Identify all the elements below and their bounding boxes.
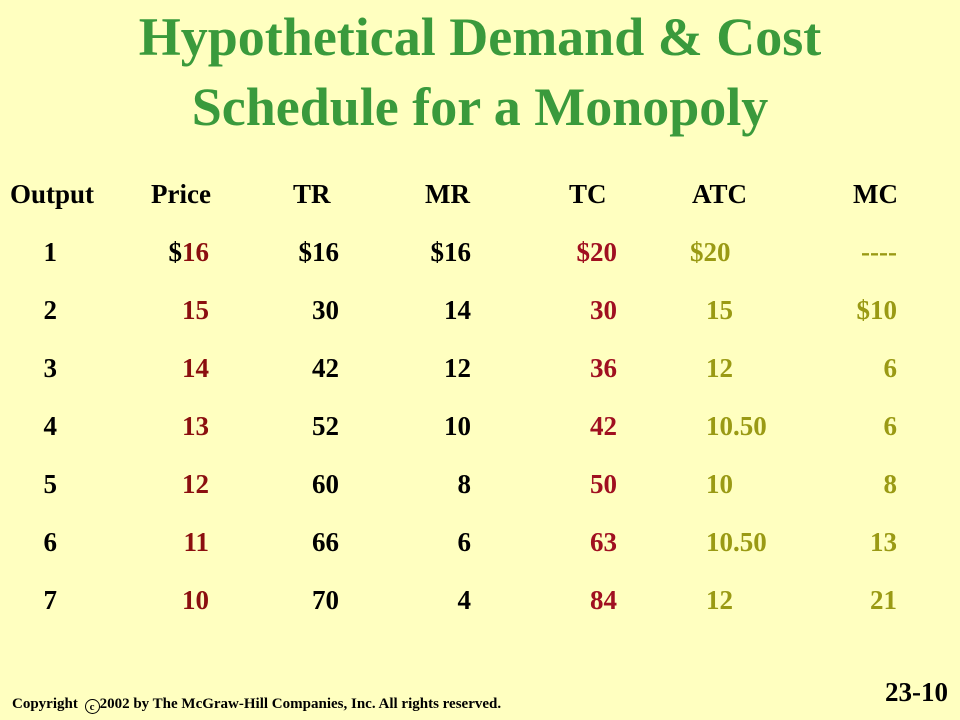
price-value: 11 (183, 527, 209, 557)
cell-atc: 10.50 (706, 411, 767, 441)
cell-mr: 14 (444, 295, 471, 325)
cell-mr: 4 (457, 585, 472, 615)
cell-tr: $16 (298, 237, 340, 267)
cell-output: 1 (43, 237, 58, 267)
cell-price: 12 (182, 469, 209, 499)
column-header-tc: TC (569, 179, 607, 209)
cell-mc: $10 (856, 295, 898, 325)
cell-atc: 12 (706, 353, 733, 383)
copyright-icon: c (84, 699, 100, 714)
cell-tc: 42 (590, 411, 617, 441)
cell-price: 11 (183, 527, 209, 557)
cell-tc: 30 (590, 295, 617, 325)
cell-mr: 8 (457, 469, 472, 499)
column-header-tr: TR (293, 179, 331, 209)
cell-atc: 12 (706, 585, 733, 615)
cell-tc: 84 (590, 585, 617, 615)
copyright-prefix: Copyright (12, 696, 78, 712)
cell-mc: 13 (870, 527, 897, 557)
cell-mc: 6 (883, 411, 898, 441)
page-title-line-2: Schedule for a Monopoly (191, 77, 769, 137)
cell-tc: 50 (590, 469, 617, 499)
cell-atc: 10 (706, 469, 733, 499)
cell-output: 7 (43, 585, 58, 615)
slide-number: 23-10 (885, 677, 948, 707)
copyright-text: 2002 by The McGraw-Hill Companies, Inc. … (99, 696, 502, 712)
cell-price: 15 (182, 295, 209, 325)
cell-mr: $16 (430, 237, 472, 267)
column-header-output: Output (10, 179, 95, 209)
price-currency-sign: $ (168, 237, 183, 267)
cell-output: 2 (43, 295, 58, 325)
cell-output: 6 (43, 527, 58, 557)
cell-output: 5 (43, 469, 58, 499)
price-value: 12 (182, 469, 209, 499)
cell-price: $16 (169, 237, 210, 267)
cell-mc: 6 (883, 353, 898, 383)
cell-tc: 63 (590, 527, 617, 557)
column-header-atc: ATC (692, 179, 748, 209)
cell-price: 10 (182, 585, 209, 615)
cell-mr: 10 (444, 411, 471, 441)
cell-mc: 8 (883, 469, 898, 499)
cell-atc: 10.50 (706, 527, 767, 557)
cell-output: 3 (43, 353, 58, 383)
cell-tr: 66 (312, 527, 339, 557)
cell-atc: $20 (690, 237, 731, 267)
cell-tr: 30 (312, 295, 339, 325)
cell-price: 13 (182, 411, 209, 441)
price-value: 15 (182, 295, 209, 325)
price-value: 16 (182, 237, 209, 267)
column-header-mc: MC (853, 179, 898, 209)
cell-mc: ---- (861, 237, 897, 267)
price-value: 14 (182, 353, 209, 383)
cell-tr: 42 (312, 353, 339, 383)
cell-output: 4 (43, 411, 58, 441)
copyright-notice: Copyright c 2002 by The McGraw-Hill Compa… (12, 694, 501, 714)
cell-tr: 52 (312, 411, 339, 441)
cell-tc: $20 (576, 237, 618, 267)
cell-mr: 6 (457, 527, 472, 557)
column-header-price: Price (151, 179, 211, 209)
cell-tc: 36 (590, 353, 617, 383)
price-value: 13 (182, 411, 209, 441)
price-value: 10 (182, 585, 209, 615)
cell-price: 14 (182, 353, 209, 383)
cell-atc: 15 (706, 295, 733, 325)
page-title-line-1: Hypothetical Demand & Cost (138, 7, 822, 67)
cell-mr: 12 (444, 353, 471, 383)
cell-tr: 70 (312, 585, 339, 615)
cell-mc: 21 (870, 585, 897, 615)
cell-tr: 60 (312, 469, 339, 499)
column-header-mr: MR (425, 179, 470, 209)
